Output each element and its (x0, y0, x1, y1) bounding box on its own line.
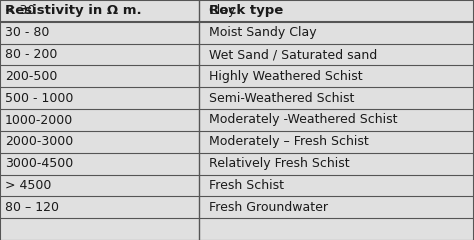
Text: 2000-3000: 2000-3000 (5, 135, 73, 148)
Text: 200-500: 200-500 (5, 70, 57, 83)
Text: Semi-Weathered Schist: Semi-Weathered Schist (209, 92, 354, 105)
Text: 80 - 200: 80 - 200 (5, 48, 57, 61)
Text: Fresh Groundwater: Fresh Groundwater (209, 201, 328, 214)
Text: Rock type: Rock type (209, 4, 283, 18)
Text: 500 - 1000: 500 - 1000 (5, 92, 73, 105)
Text: Highly Weathered Schist: Highly Weathered Schist (209, 70, 362, 83)
Text: Resistivity in Ω m.: Resistivity in Ω m. (5, 4, 141, 18)
Text: 80 – 120: 80 – 120 (5, 201, 59, 214)
Text: Moderately – Fresh Schist: Moderately – Fresh Schist (209, 135, 368, 148)
Text: Moderately -Weathered Schist: Moderately -Weathered Schist (209, 114, 397, 126)
Text: Clay: Clay (209, 4, 236, 18)
Text: Relatively Fresh Schist: Relatively Fresh Schist (209, 157, 349, 170)
Text: Wet Sand / Saturated sand: Wet Sand / Saturated sand (209, 48, 377, 61)
Text: < 30: < 30 (5, 4, 35, 18)
Text: 3000-4500: 3000-4500 (5, 157, 73, 170)
Text: 30 - 80: 30 - 80 (5, 26, 49, 39)
Text: 1000-2000: 1000-2000 (5, 114, 73, 126)
Text: > 4500: > 4500 (5, 179, 51, 192)
Text: Moist Sandy Clay: Moist Sandy Clay (209, 26, 316, 39)
Text: Fresh Schist: Fresh Schist (209, 179, 283, 192)
